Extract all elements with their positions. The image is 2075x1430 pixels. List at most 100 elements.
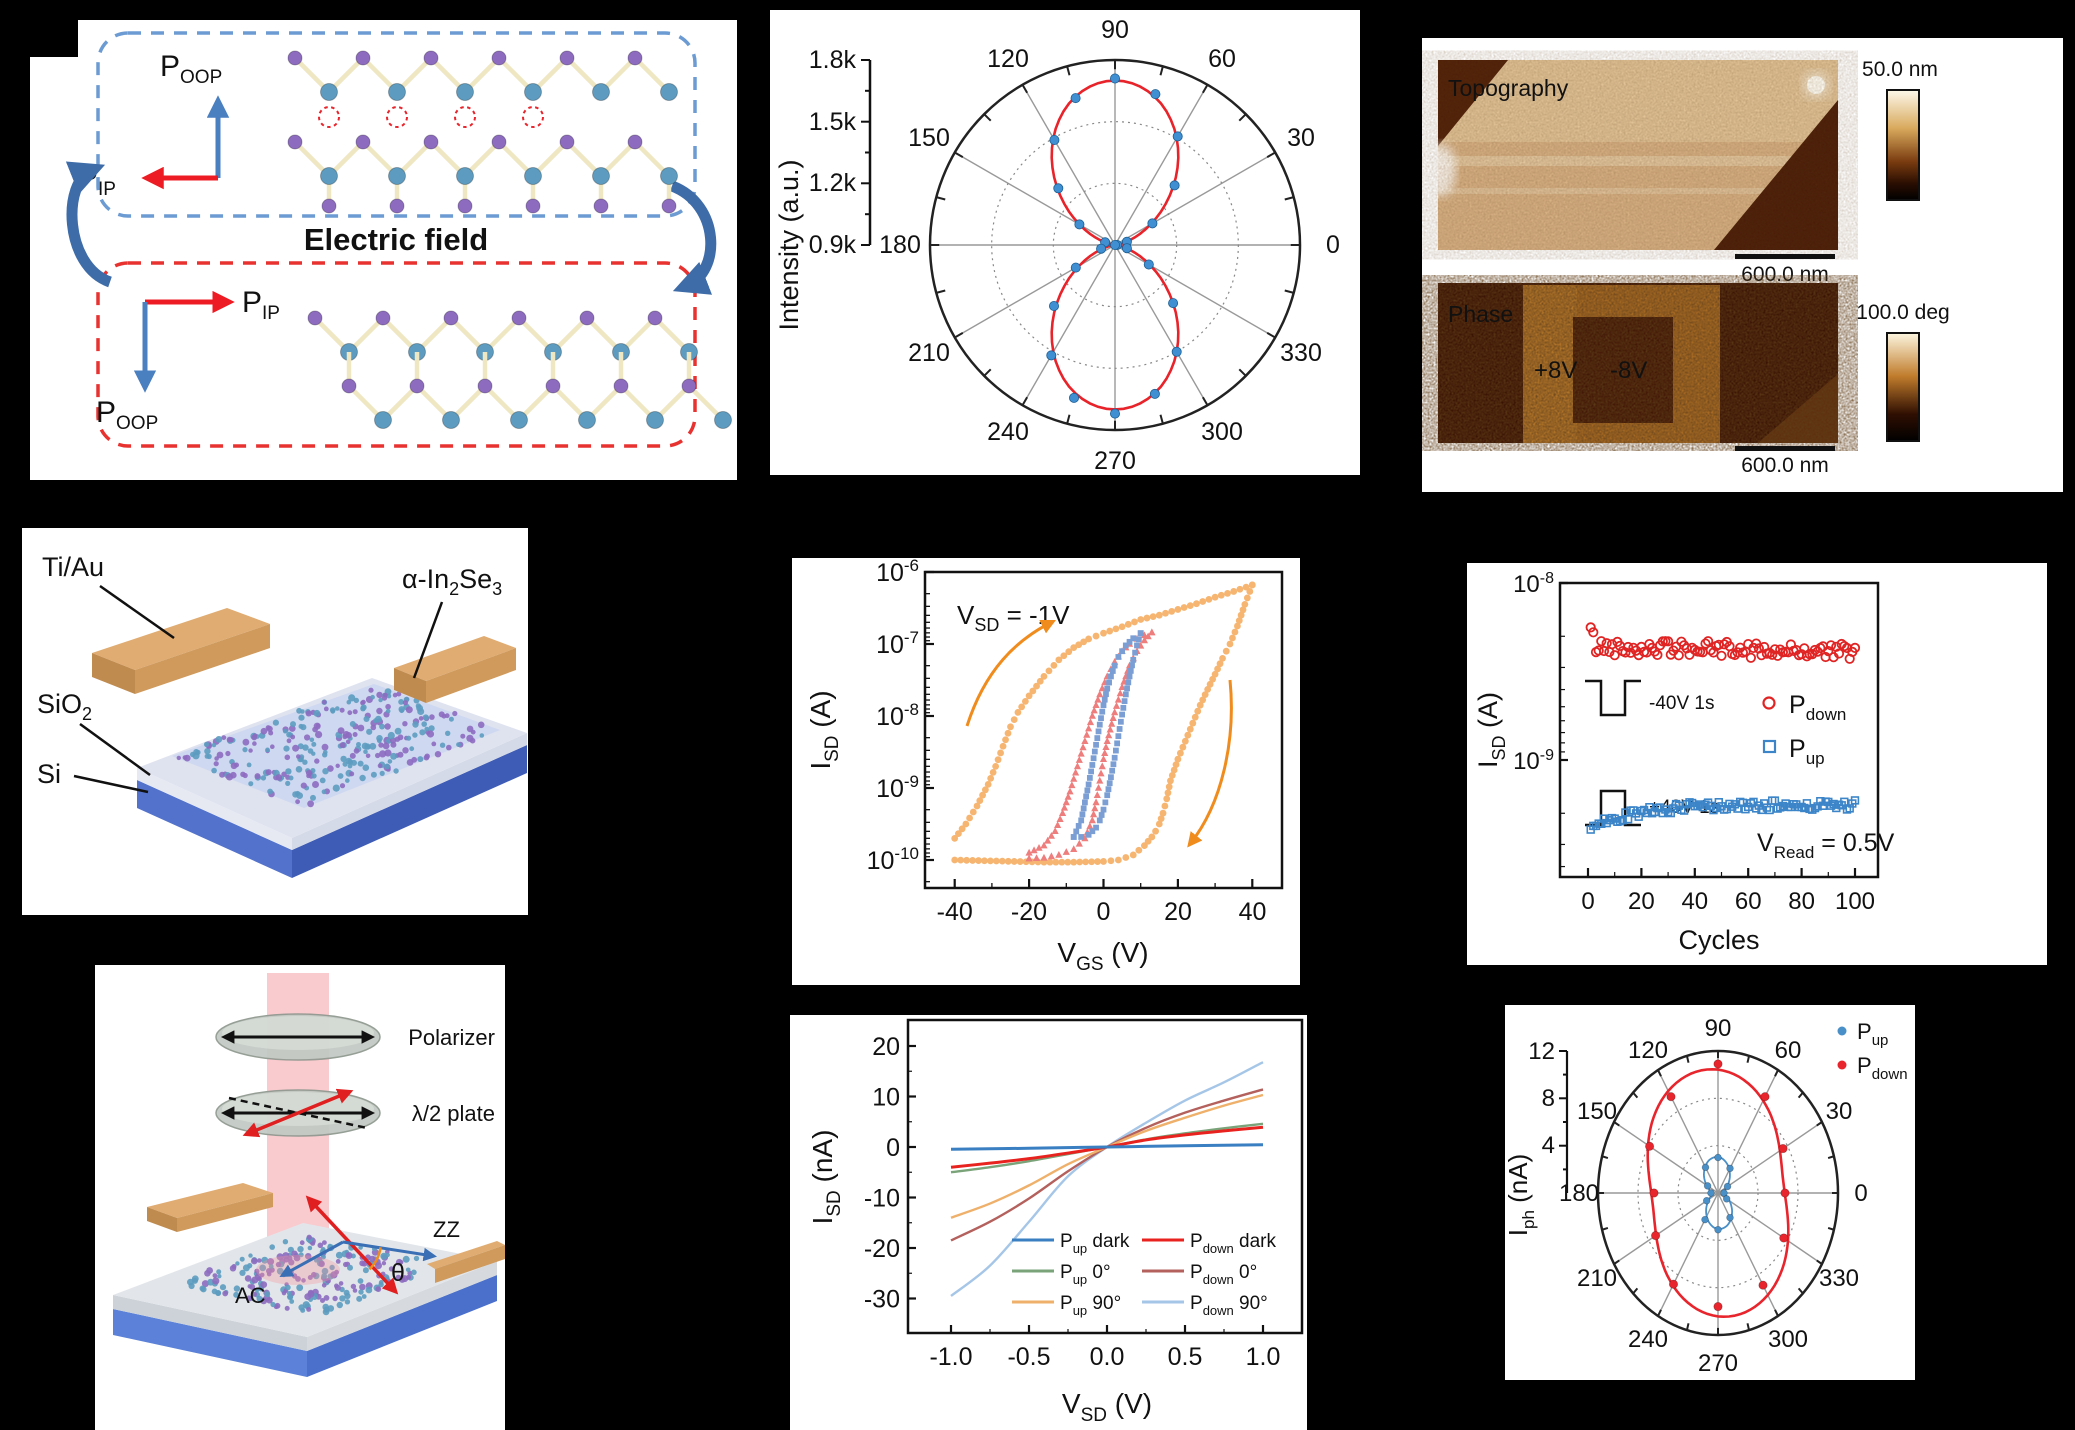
svg-text:270: 270 [1094, 447, 1136, 475]
svg-text:0: 0 [1854, 1180, 1867, 1207]
svg-text:270: 270 [1698, 1350, 1738, 1377]
panel-crystal-switching: Electric field POOP PIP PIP POOP [30, 20, 737, 480]
laser-spot [256, 1255, 340, 1285]
shg-data-series [1046, 73, 1183, 419]
svg-text:60: 60 [1208, 45, 1236, 73]
iph-angle-labels: 90 60 30 0 330 300 270 240 210 180 150 1… [1559, 1015, 1868, 1377]
sweep-down-arrow [1187, 679, 1233, 848]
p-oop-label: POOP [96, 396, 158, 434]
svg-text:1.5k: 1.5k [809, 108, 857, 136]
inse-leader-line [412, 601, 444, 679]
sio2-label: SiO2 [37, 689, 92, 724]
transfer-x-axis-label: VGS (V) [1057, 937, 1148, 975]
electric-field-label: Electric field [304, 222, 488, 257]
iph-legend: Pup Pdown [1837, 1019, 1908, 1083]
svg-text:-0.5: -0.5 [1007, 1343, 1050, 1371]
panel-transfer-curve: 10-6 10-7 10-8 10-9 10-10 ISD (A) -40 -2… [792, 558, 1300, 985]
iph-radial-tick-labels: 12 8 4 [1528, 1038, 1555, 1159]
svg-text:80: 80 [1788, 888, 1815, 915]
endurance-data-series [1585, 622, 1861, 834]
sweep-up-arrow [965, 619, 1057, 727]
topography-label: Topography [1448, 75, 1569, 101]
vsd-annotation: VSD = -1V [957, 600, 1070, 635]
polarizer-disk [215, 1013, 381, 1061]
pfm-images: Topography 50.0 nm 600.0 nm Phase +8V -8… [1424, 58, 1950, 477]
transfer-ytick-labels: 10-6 10-7 10-8 10-9 10-10 [867, 558, 919, 875]
si-substrate [137, 745, 527, 878]
svg-text:40: 40 [1681, 888, 1708, 915]
inse-flake [172, 684, 500, 808]
si-leader-line [73, 774, 149, 794]
pup-legend-dot [1837, 1026, 1847, 1036]
svg-text:330: 330 [1280, 339, 1322, 367]
endurance-xtick-labels: 0 20 40 60 80 100 [1581, 888, 1875, 915]
panel-photocurrent-polar: Iph (nA) 12 8 4 90 60 30 0 330 300 270 2… [1505, 1005, 1915, 1380]
switch-down-curved-arrow [669, 180, 717, 295]
output-data-series [950, 1061, 1264, 1297]
plus-8v-label: +8V [1534, 357, 1577, 384]
phase-image [1438, 283, 1838, 443]
svg-text:Pup 90°: Pup 90° [1060, 1293, 1121, 1318]
phase-colorbar-label: 100.0 deg [1856, 301, 1949, 324]
svg-text:150: 150 [1577, 1098, 1617, 1125]
height-colorbar-label: 50.0 nm [1862, 58, 1938, 81]
transfer-y-axis-label: ISD (A) [805, 690, 843, 769]
svg-text:4: 4 [1542, 1132, 1555, 1159]
svg-text:90: 90 [1705, 1015, 1732, 1042]
endurance-y-axis-label: ISD (A) [1473, 692, 1509, 768]
ac-axis-arrow [279, 1240, 344, 1277]
output-plot-frame [906, 1018, 1304, 1335]
left-electrode [147, 1183, 273, 1232]
pdown-legend-label: Pdown [1857, 1053, 1908, 1083]
sio2-leader-line [79, 722, 151, 777]
p-up-state-box [96, 31, 697, 218]
polarizer-label: Polarizer [408, 1025, 495, 1050]
panel-endurance: 10-8 10-9 ISD (A) 0 20 40 60 80 100 Cycl… [1467, 563, 2047, 965]
svg-text:Pdown dark: Pdown dark [1190, 1231, 1277, 1256]
endurance-chart: 10-8 10-9 ISD (A) 0 20 40 60 80 100 Cycl… [1473, 570, 1895, 955]
switch-up-curved-arrow [65, 161, 113, 288]
endurance-plot-frame [1558, 581, 1880, 879]
svg-text:1.8k: 1.8k [809, 46, 857, 74]
output-chart: 20 10 0 -10 -20 -30 ISD (nA) -1.0 -0.5 0… [807, 1018, 1304, 1426]
polarization-double-arrow [305, 1195, 399, 1295]
svg-text:40: 40 [1239, 898, 1267, 926]
phase-label: Phase [1448, 301, 1513, 327]
svg-text:60: 60 [1775, 1037, 1802, 1064]
svg-text:-1.0: -1.0 [929, 1343, 972, 1371]
photocurrent-polar-chart: Iph (nA) 12 8 4 90 60 30 0 330 300 270 2… [1505, 1015, 1908, 1377]
svg-text:0: 0 [1097, 898, 1111, 926]
vread-annotation: VRead = 0.5V [1757, 829, 1895, 862]
panel-output-curve: 20 10 0 -10 -20 -30 ISD (nA) -1.0 -0.5 0… [790, 1015, 1307, 1430]
svg-text:-40: -40 [937, 898, 973, 926]
topo-scalebar-label: 600.0 nm [1741, 263, 1829, 286]
output-y-axis-label: ISD (nA) [807, 1130, 845, 1225]
svg-text:150: 150 [908, 124, 950, 152]
output-xtick-labels: -1.0 -0.5 0.0 0.5 1.0 [929, 1343, 1280, 1371]
p-down-state-box [96, 261, 697, 448]
svg-text:10: 10 [872, 1084, 900, 1112]
svg-text:0: 0 [1581, 888, 1594, 915]
negative-pulse-label: -40V 1s [1649, 693, 1714, 714]
phase-scalebar [1735, 446, 1835, 451]
crystal-switching-figure: Electric field POOP PIP PIP POOP [65, 31, 732, 448]
svg-text:1.2k: 1.2k [809, 169, 857, 197]
svg-text:0.9k: 0.9k [809, 231, 857, 259]
left-electrode [92, 608, 270, 694]
output-axis-ticks [908, 1044, 1265, 1333]
minus-8v-label: -8V [1610, 357, 1647, 384]
pdown-legend-label: Pdown [1789, 691, 1846, 724]
topography-image [1424, 60, 1838, 250]
svg-text:-30: -30 [864, 1286, 900, 1314]
si-label: Si [37, 759, 61, 789]
svg-text:10-10: 10-10 [867, 844, 919, 875]
right-electrode [427, 1241, 505, 1283]
svg-text:120: 120 [1628, 1037, 1668, 1064]
svg-text:180: 180 [1559, 1180, 1599, 1207]
svg-text:90: 90 [1101, 16, 1129, 44]
output-legend: Pup dark Pup 0° Pup 90° Pdown dark Pdown… [1012, 1231, 1277, 1318]
shg-radial-tick-labels: 1.8k 1.5k 1.2k 0.9k [809, 46, 857, 259]
svg-text:120: 120 [987, 45, 1029, 73]
transfer-xtick-labels: -40 -20 0 20 40 [937, 898, 1267, 926]
svg-text:10-9: 10-9 [876, 772, 919, 803]
